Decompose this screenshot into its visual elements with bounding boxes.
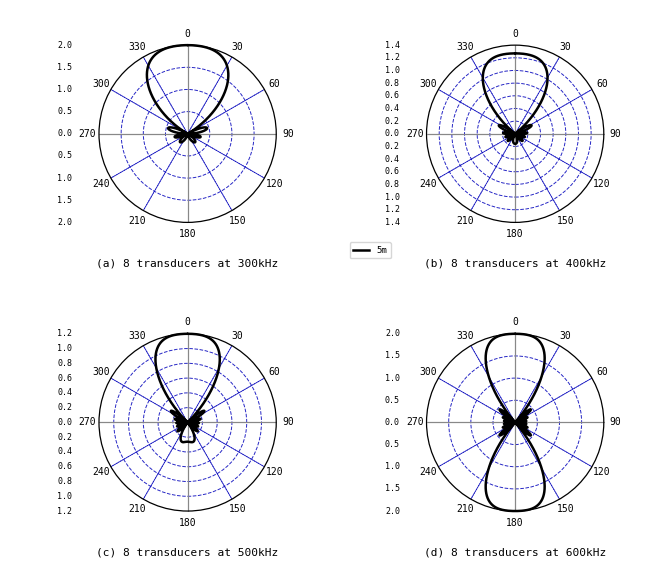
Text: 1.0: 1.0 (385, 193, 400, 202)
Text: 150: 150 (229, 216, 247, 226)
Text: (b) 8 transducers at 400kHz: (b) 8 transducers at 400kHz (424, 258, 606, 268)
Text: 1.0: 1.0 (58, 344, 72, 353)
Text: 0: 0 (185, 317, 190, 327)
Text: 2.0: 2.0 (385, 506, 400, 516)
Text: 270: 270 (79, 129, 96, 139)
Text: 30: 30 (232, 331, 243, 340)
Text: 0.5: 0.5 (58, 107, 72, 116)
Text: 240: 240 (420, 468, 437, 478)
Text: 0.2: 0.2 (385, 117, 400, 125)
Text: 60: 60 (596, 367, 608, 377)
Text: 1.0: 1.0 (58, 492, 72, 501)
Text: 1.2: 1.2 (58, 506, 72, 516)
Text: 30: 30 (560, 42, 571, 52)
Text: (a) 8 transducers at 300kHz: (a) 8 transducers at 300kHz (97, 258, 278, 268)
Text: 0: 0 (512, 317, 518, 327)
Text: 0.8: 0.8 (58, 477, 72, 486)
Text: 0.6: 0.6 (58, 462, 72, 471)
Text: 210: 210 (456, 216, 474, 226)
Text: 0.2: 0.2 (58, 403, 72, 412)
Text: (c) 8 transducers at 500kHz: (c) 8 transducers at 500kHz (97, 547, 278, 557)
Text: 0.5: 0.5 (385, 440, 400, 449)
Text: 0.0: 0.0 (58, 130, 72, 138)
Text: 0.2: 0.2 (58, 432, 72, 442)
Text: 1.5: 1.5 (385, 352, 400, 360)
Text: 120: 120 (266, 179, 283, 189)
Text: 120: 120 (593, 468, 611, 478)
Text: 240: 240 (420, 179, 437, 189)
Text: 300: 300 (420, 367, 437, 377)
Text: 1.5: 1.5 (58, 196, 72, 205)
Text: 180: 180 (507, 517, 524, 527)
Text: 1.5: 1.5 (385, 485, 400, 493)
Text: 150: 150 (556, 504, 574, 514)
Text: 0.6: 0.6 (385, 91, 400, 100)
Text: 0.8: 0.8 (385, 180, 400, 189)
Text: 120: 120 (593, 179, 611, 189)
Text: 0.6: 0.6 (385, 167, 400, 176)
Text: 0.6: 0.6 (58, 374, 72, 383)
Text: 2.0: 2.0 (385, 329, 400, 338)
Text: 1.2: 1.2 (58, 329, 72, 338)
Text: 330: 330 (456, 42, 474, 52)
Text: 2.0: 2.0 (58, 40, 72, 50)
Text: 300: 300 (92, 79, 109, 88)
Text: (d) 8 transducers at 600kHz: (d) 8 transducers at 600kHz (424, 547, 606, 557)
Text: 270: 270 (406, 129, 424, 139)
Text: 300: 300 (420, 79, 437, 88)
Text: 210: 210 (129, 504, 147, 514)
Text: 210: 210 (129, 216, 147, 226)
Text: 270: 270 (79, 417, 96, 427)
Text: 0.4: 0.4 (58, 389, 72, 397)
Text: 0.0: 0.0 (385, 418, 400, 427)
Text: 90: 90 (609, 129, 621, 139)
Text: 1.0: 1.0 (385, 374, 400, 383)
Text: 1.5: 1.5 (58, 63, 72, 72)
Text: 0.0: 0.0 (58, 418, 72, 427)
Text: 30: 30 (560, 331, 571, 340)
Text: 90: 90 (609, 417, 621, 427)
Text: 0.4: 0.4 (385, 104, 400, 113)
Text: 1.2: 1.2 (385, 205, 400, 214)
Text: 1.0: 1.0 (58, 85, 72, 94)
Text: 0.4: 0.4 (385, 155, 400, 163)
Text: 240: 240 (92, 179, 109, 189)
Text: 1.4: 1.4 (385, 218, 400, 227)
Text: 210: 210 (456, 504, 474, 514)
Text: 60: 60 (269, 367, 280, 377)
Text: 150: 150 (229, 504, 247, 514)
Text: 330: 330 (456, 331, 474, 340)
Text: 1.0: 1.0 (58, 173, 72, 183)
Text: 0.2: 0.2 (385, 142, 400, 151)
Text: 1.2: 1.2 (385, 53, 400, 62)
Text: 2.0: 2.0 (58, 218, 72, 227)
Text: 270: 270 (406, 417, 424, 427)
Text: 0: 0 (512, 29, 518, 39)
Text: 240: 240 (92, 468, 109, 478)
Text: 0.5: 0.5 (385, 396, 400, 405)
Text: 60: 60 (596, 79, 608, 88)
Text: 90: 90 (282, 129, 294, 139)
Text: 30: 30 (232, 42, 243, 52)
Legend: 5m: 5m (349, 242, 391, 258)
Text: 1.0: 1.0 (385, 66, 400, 75)
Text: 330: 330 (129, 42, 147, 52)
Text: 1.4: 1.4 (385, 40, 400, 50)
Text: 0.0: 0.0 (385, 130, 400, 138)
Text: 0.5: 0.5 (58, 151, 72, 161)
Text: 180: 180 (179, 517, 196, 527)
Text: 120: 120 (266, 468, 283, 478)
Text: 180: 180 (507, 229, 524, 239)
Text: 0.4: 0.4 (58, 448, 72, 456)
Text: 300: 300 (92, 367, 109, 377)
Text: 0.8: 0.8 (385, 79, 400, 88)
Text: 90: 90 (282, 417, 294, 427)
Text: 180: 180 (179, 229, 196, 239)
Text: 0: 0 (185, 29, 190, 39)
Text: 60: 60 (269, 79, 280, 88)
Text: 330: 330 (129, 331, 147, 340)
Text: 150: 150 (556, 216, 574, 226)
Text: 0.8: 0.8 (58, 359, 72, 368)
Text: 1.0: 1.0 (385, 462, 400, 471)
